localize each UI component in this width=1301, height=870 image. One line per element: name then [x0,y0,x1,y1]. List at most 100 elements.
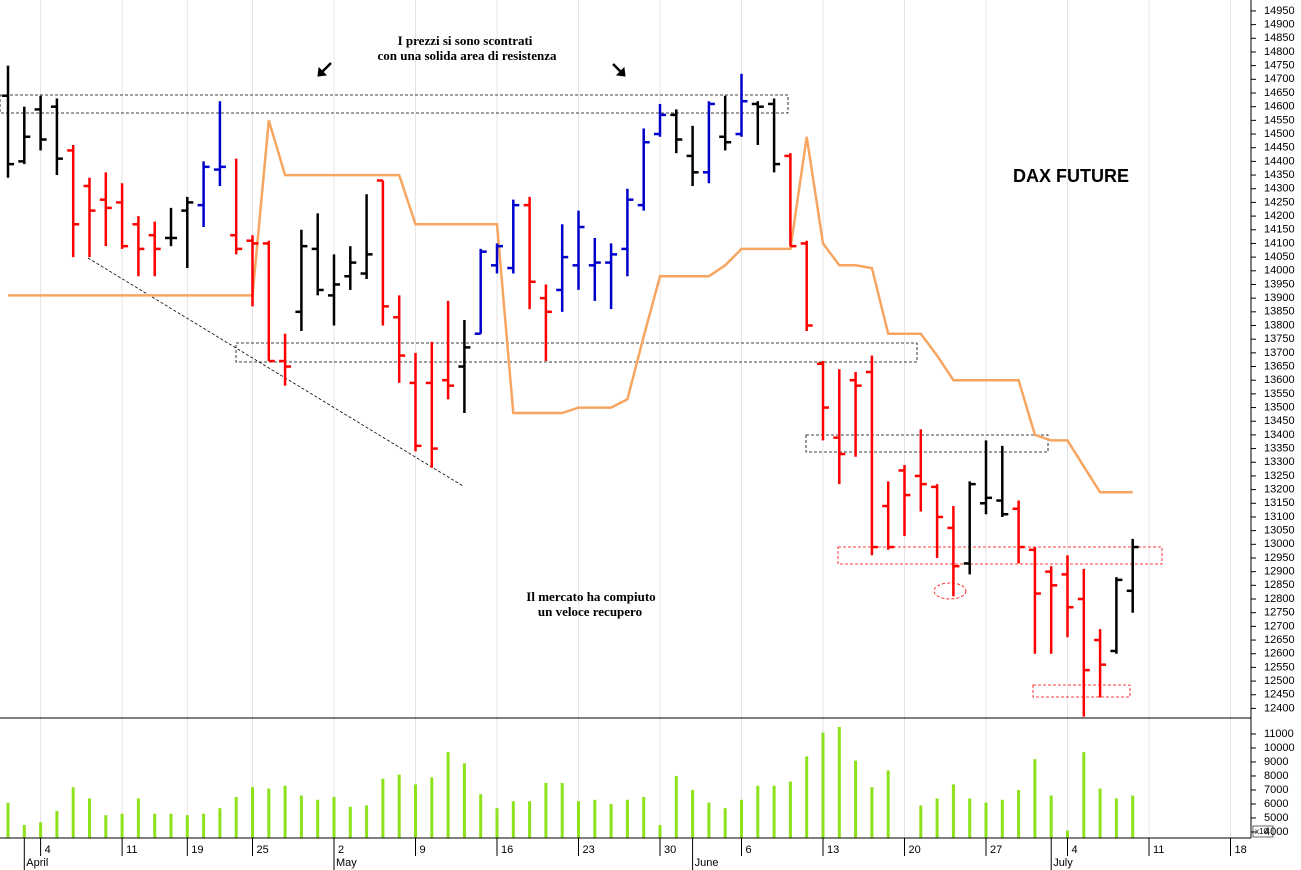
volume-bar [1033,759,1037,838]
volume-bar [625,799,629,838]
volume-bar [88,798,91,838]
volume-bar [365,805,369,838]
chart-title: DAX FUTURE [1013,166,1129,186]
volume-tick-label: 10000 [1264,742,1295,754]
y-tick-label: 14950 [1264,5,1295,17]
volume-bar [935,798,939,838]
volume-bar [870,787,874,838]
y-tick-label: 12950 [1264,552,1295,564]
volume-tick-label: 11000 [1264,728,1294,740]
volume-bar [1066,830,1069,838]
volume-bar [153,813,157,838]
y-tick-label: 14150 [1264,224,1295,236]
y-tick-label: 13200 [1264,484,1295,496]
arrow-head [615,66,626,77]
y-tick-label: 13900 [1264,292,1295,304]
y-tick-label: 13550 [1264,388,1295,400]
arrow-head [317,66,328,77]
volume-bar [414,784,417,838]
volume-bar [691,789,695,838]
y-tick-label: 14100 [1264,237,1295,249]
y-tick-label: 13350 [1264,442,1295,454]
y-tick-label: 12400 [1264,702,1295,714]
volume-bar [788,781,792,838]
volume-bar [267,788,271,838]
y-tick-label: 12650 [1264,634,1295,646]
highlight-ellipse [933,582,967,600]
resistance-box [0,94,789,114]
volume-bar [397,774,401,838]
volume-bar [348,806,352,838]
volume-bar [136,798,140,838]
volume-tick-label: 6000 [1264,798,1288,810]
overlay-line [8,120,1133,494]
volume-bar [1114,798,1118,838]
y-tick-label: 14450 [1264,142,1295,154]
volume-bar [55,810,59,838]
volume-bar [674,775,678,838]
trend-line [87,257,464,487]
month-label: July [1053,857,1073,869]
level-box-red [837,546,1163,565]
y-tick-label: 14500 [1264,128,1295,140]
y-tick-label: 13750 [1264,333,1295,345]
x-tick-label: 27 [990,844,1002,856]
x-tick-label: 18 [1235,844,1247,856]
y-tick-label: 13650 [1264,360,1295,372]
y-tick-label: 12550 [1264,661,1295,673]
volume-bar [805,756,809,838]
volume-bar [528,801,532,838]
volume-bar [560,782,564,838]
volume-bar [283,785,287,838]
x-tick-label: 6 [746,844,752,856]
volume-tick-label: 7000 [1264,784,1288,796]
volume-bar [609,803,613,838]
volume-bar [462,763,466,838]
volume-bar [120,813,124,838]
y-tick-label: 14800 [1264,46,1295,58]
y-tick-label: 13300 [1264,456,1295,468]
y-tick-label: 13000 [1264,538,1295,550]
volume-tick-label: 9000 [1264,756,1288,768]
y-tick-label: 14850 [1264,32,1295,44]
volume-bar [1000,799,1004,838]
y-tick-label: 13800 [1264,319,1295,331]
y-tick-label: 12600 [1264,648,1295,660]
volume-bar [71,787,75,838]
level-box [805,434,1049,453]
y-tick-label: 12900 [1264,566,1295,578]
volume-bar [22,824,26,838]
x-tick-label: 11 [126,844,137,856]
y-tick-label: 14400 [1264,155,1295,167]
volume-bar [1049,795,1053,838]
annotation: I prezzi si sono scontrati [398,33,533,48]
volume-bar [218,808,222,838]
volume-bar [642,796,646,838]
volume-bar [316,799,320,838]
x-tick-label: 11 [1153,844,1164,856]
drawings [0,94,1163,698]
x-tick-label: 4 [45,844,51,856]
plot [2,65,1139,838]
y-tick-label: 12700 [1264,620,1295,632]
x-tick-label: 25 [257,844,269,856]
y-tick-label: 12800 [1264,593,1295,605]
volume-bar [185,815,189,838]
volume-bar [251,787,254,838]
volume-bar [740,799,743,838]
volume-bar [299,795,303,838]
volume-bar [446,752,450,838]
y-tick-label: 13850 [1264,306,1295,318]
low-box-red [1032,684,1131,698]
volume-bar [1131,795,1135,838]
y-tick-label: 13700 [1264,347,1295,359]
volume-bar [951,784,955,838]
volume-bar [511,801,515,838]
y-tick-label: 13150 [1264,497,1295,509]
y-tick-label: 13400 [1264,429,1295,441]
volume-bar [39,822,43,838]
y-tick-label: 13250 [1264,470,1295,482]
y-tick-label: 12850 [1264,579,1295,591]
